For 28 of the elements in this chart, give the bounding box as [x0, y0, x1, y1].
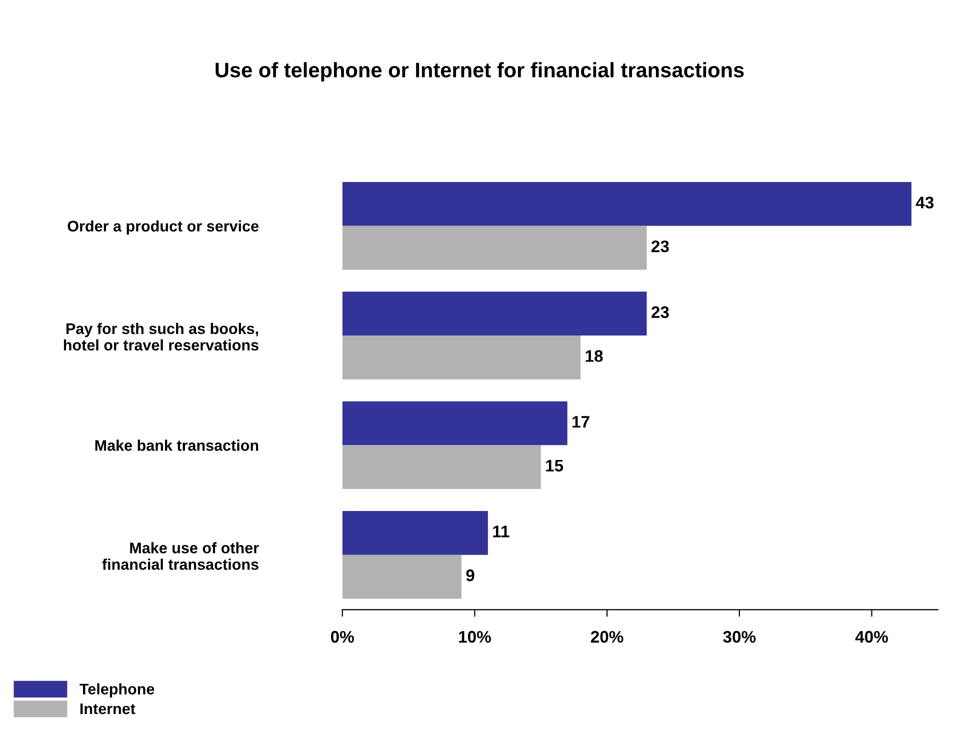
- y-tick-label: Pay for sth such as books, hotel or travel reservations: [64, 322, 258, 351]
- y-tick-label: Make bank transaction: [95, 440, 258, 451]
- bar: [342, 182, 912, 226]
- bar: [342, 226, 647, 270]
- x-tick-label: 10%: [459, 630, 491, 643]
- data-label: 11: [493, 526, 510, 538]
- x-tick-label: 20%: [590, 630, 624, 643]
- x-tick-label: 0%: [330, 630, 354, 643]
- bar: [342, 292, 647, 336]
- y-tick-label: Make use of other financial transactions: [102, 542, 259, 570]
- bar: [342, 445, 541, 490]
- legend-label: Internet: [80, 704, 136, 714]
- y-tick-label: Order a product or service: [68, 220, 259, 235]
- bar: [342, 554, 462, 599]
- data-label: 9: [466, 569, 474, 582]
- x-tick-label: 40%: [855, 630, 888, 643]
- data-label: 17: [572, 416, 590, 428]
- data-label: 43: [916, 196, 934, 208]
- legend-label: Telephone: [80, 683, 154, 698]
- data-label: 23: [651, 240, 669, 252]
- bar: [342, 336, 581, 380]
- data-label: 23: [651, 306, 669, 318]
- bar: [342, 510, 488, 555]
- data-label: 15: [546, 460, 564, 472]
- bar: [342, 401, 568, 446]
- chart-title: Use of telephone or Internet for financial transactions: [216, 62, 744, 82]
- x-tick-label: 30%: [723, 630, 756, 643]
- data-label: 18: [586, 350, 603, 362]
